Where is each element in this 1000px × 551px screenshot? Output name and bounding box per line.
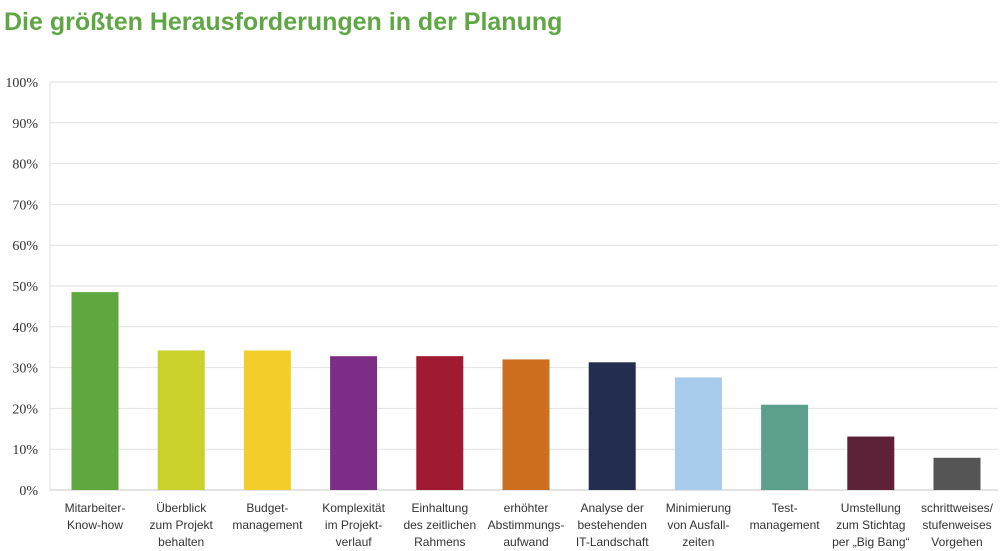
y-tick-label: 50% [12, 280, 38, 295]
y-tick-label: 0% [19, 484, 38, 499]
x-category-label: schrittweises/stufenweises Vorgehen [921, 501, 994, 549]
y-tick-label: 60% [12, 239, 38, 254]
bar [588, 362, 636, 490]
y-tick-label: 40% [12, 321, 38, 336]
chart-title: Die größten Herausforderungen in der Pla… [4, 8, 563, 36]
bar [502, 359, 550, 490]
bar [933, 457, 981, 490]
y-tick-label: 70% [12, 198, 38, 213]
x-category-label: Analyse der bestehenden IT-Landschaft [576, 501, 649, 549]
bars [71, 292, 981, 490]
bar [71, 292, 119, 490]
x-category-label: erhöhter Abstimmungs-aufwand [488, 501, 565, 549]
y-tick-label: 80% [12, 158, 38, 173]
y-axis-ticks: 0% 10% 20% 30% 40% 50% 60% 70% 80% 90% 100% [5, 76, 38, 499]
x-category-label: Test-management [750, 501, 821, 532]
y-tick-label: 100% [5, 76, 38, 91]
bar [416, 356, 464, 490]
bar [330, 356, 378, 490]
bar [674, 377, 722, 490]
y-tick-label: 20% [12, 402, 38, 417]
x-category-label: Komplexität im Projekt-verlauf [322, 501, 385, 549]
x-category-label: Mitarbeiter-Know-how [65, 501, 126, 532]
y-tick-label: 90% [12, 117, 38, 132]
bar [847, 436, 895, 490]
x-axis-labels: Mitarbeiter-Know-how Überblick zum Projekt… [65, 501, 994, 549]
x-category-label: Minimierung von Ausfall-zeiten [666, 501, 731, 549]
bar [761, 404, 809, 490]
x-category-label: Budget-management [232, 501, 303, 532]
x-category-label: Überblick zum Projekt behalten [150, 501, 214, 549]
x-category-label: Umstellung zum Stichtag per „Big Bang“ [832, 501, 909, 549]
y-tick-label: 30% [12, 362, 38, 377]
y-tick-label: 10% [12, 443, 38, 458]
x-category-label: Einhaltung des zeitlichen Rahmens [403, 501, 476, 549]
bar [243, 350, 291, 490]
bar [157, 350, 205, 490]
